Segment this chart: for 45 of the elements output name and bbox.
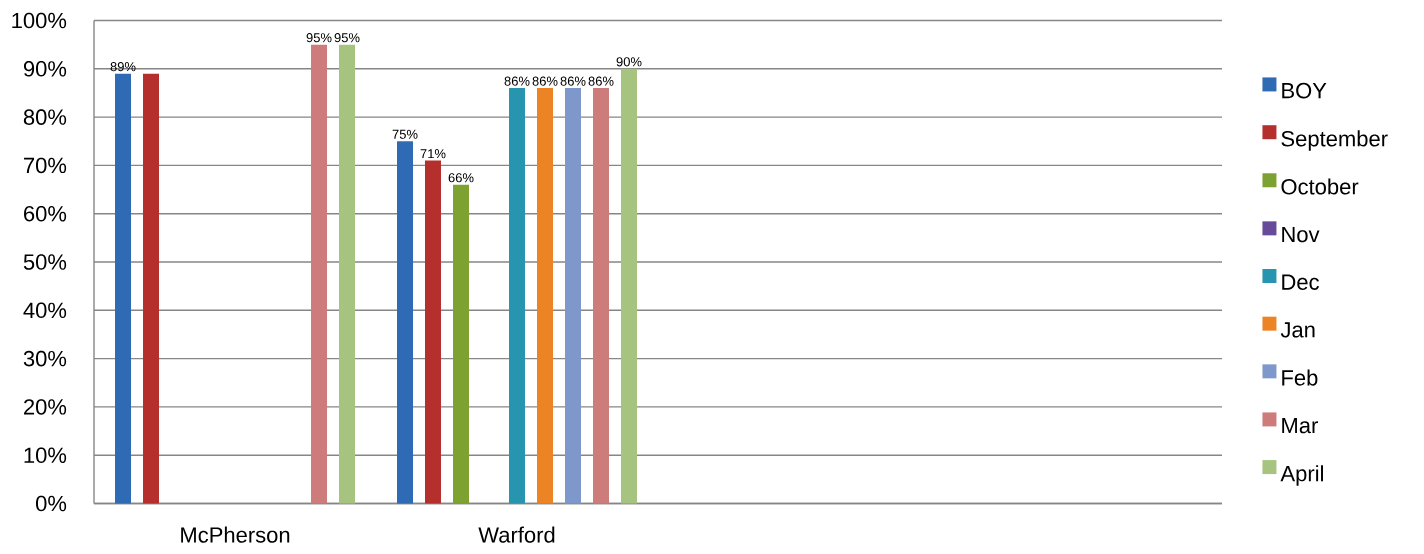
data-label: 95% [334,33,360,43]
bar [397,141,414,504]
bar [621,68,638,504]
data-label: 86% [504,76,530,86]
bar [143,73,160,504]
bar [593,88,609,504]
bar [453,184,470,504]
x-tick-label: McPherson [181,526,290,543]
bar [311,44,328,504]
y-tick-label: 80% [23,109,67,125]
y-tick-label: 70% [24,157,67,174]
x-tick-label: Warford [478,526,555,543]
bar [537,88,554,504]
y-tick-label: 90% [23,61,67,77]
bar [115,73,132,504]
y-tick-label: 100% [12,12,67,29]
legend-label: Mar [1282,417,1318,434]
y-tick-label: 10% [24,447,67,463]
legend-label: April [1280,465,1323,486]
legend-label: BOY [1282,82,1327,99]
legend-label: Jan [1280,322,1315,338]
data-label: 86% [560,76,586,86]
data-label: 89% [110,62,136,72]
legend-label: September [1281,130,1388,151]
y-tick-label: 50% [23,254,67,270]
y-tick-label: 0% [36,495,67,512]
legend-label: Dec [1282,274,1319,290]
data-label: 86% [532,76,558,86]
bar [339,44,356,504]
y-tick-label: 60% [24,205,67,222]
data-label: 71% [420,149,446,159]
bar [509,88,525,504]
data-label: 90% [616,57,642,67]
bar [425,160,441,504]
y-tick-label: 40% [23,302,67,319]
data-label: 86% [588,76,614,86]
data-label: 75% [392,129,418,139]
y-tick-label: 20% [24,399,67,415]
legend-label: Nov [1282,226,1320,243]
y-tick-label: 30% [23,350,67,367]
data-label: 66% [448,173,474,183]
legend-label: Feb [1282,369,1318,386]
data-label: 95% [306,33,332,43]
bar [565,88,582,504]
legend-label: October [1281,178,1359,195]
